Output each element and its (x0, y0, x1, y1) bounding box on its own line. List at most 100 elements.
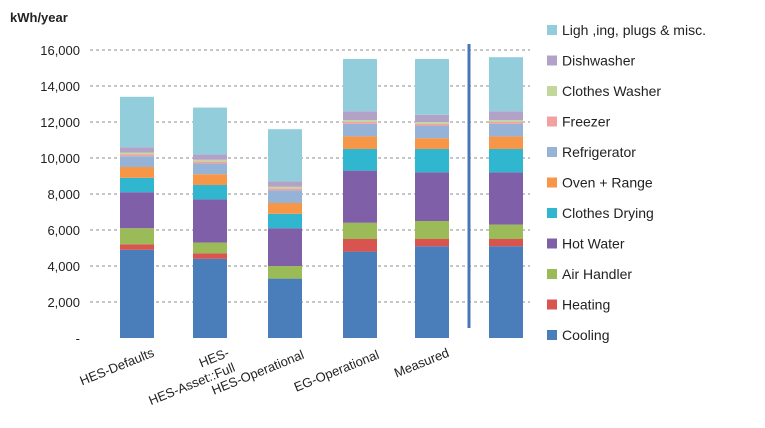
y-tick-labels: - 2,000 4,000 6,000 8,000 10,000 12,000 14,000 1… (40, 43, 80, 346)
bar-segment (193, 242, 227, 254)
bar-segment (120, 177, 154, 193)
bar-segment (120, 154, 154, 157)
bar-segment (489, 57, 523, 112)
legend-swatch (547, 238, 557, 249)
bar-segment (415, 123, 449, 126)
bar-segment (268, 181, 302, 187)
bar-segment (120, 152, 154, 155)
bar-segment (415, 125, 449, 139)
bar-segment (343, 111, 377, 121)
bar-segment (268, 190, 302, 203)
y-tick-label: - (76, 331, 80, 346)
bar-segment (120, 249, 154, 338)
legend: Ligh ,ing, plugs & misc. Dishwasher Clothe… (547, 22, 706, 343)
bar-segment (268, 186, 302, 189)
category-label-line: HES-Defaults (77, 345, 156, 389)
bar-segment (415, 149, 449, 173)
category-label-line: Measured (392, 345, 451, 381)
bar-segment (343, 120, 377, 122)
bar-segment (343, 170, 377, 223)
bar-segment (489, 224, 523, 239)
legend-label: Ligh ,ing, plugs & misc. (562, 22, 706, 38)
bar-segment (343, 59, 377, 112)
bar-segment (343, 122, 377, 124)
x-category-labels: HES-Defaults HES-HES-Asset::FullHES-Opera… (77, 345, 451, 408)
bar-segment (193, 107, 227, 155)
bar-segment (489, 120, 523, 122)
y-tick-label: 2,000 (47, 295, 80, 310)
bar-segment (489, 111, 523, 121)
x-category-label: EG-Operational (292, 347, 381, 395)
gridlines (90, 49, 530, 303)
bar-segment (343, 222, 377, 239)
bar-segment (193, 253, 227, 259)
legend-swatch (547, 55, 557, 66)
bar-segment (489, 149, 523, 173)
bar-segment (268, 203, 302, 214)
bar-segment (268, 266, 302, 279)
legend-swatch (547, 177, 557, 188)
bar-segment (193, 199, 227, 243)
bar-segment (489, 246, 523, 338)
y-axis-label: kWh/year (10, 10, 68, 25)
y-tick-label: 16,000 (40, 43, 80, 58)
bars (120, 57, 523, 338)
bar-segment (193, 258, 227, 338)
legend-swatch (547, 25, 557, 35)
bar-segment (415, 246, 449, 338)
bar-segment (415, 59, 449, 115)
legend-label: Clothes Drying (562, 205, 654, 221)
bar-segment (120, 96, 154, 148)
bar-segment (120, 147, 154, 153)
bar-segment (268, 278, 302, 338)
legend-label: Refrigerator (562, 144, 636, 160)
bar-segment (343, 239, 377, 252)
legend-label: Clothes Washer (562, 83, 661, 99)
bar-segment (343, 251, 377, 338)
bar-segment (193, 161, 227, 164)
legend-label: Heating (562, 297, 610, 313)
bar-segment (415, 172, 449, 221)
bar-segment (489, 239, 523, 247)
category-label-line: EG-Operational (292, 347, 381, 395)
y-tick-label: 14,000 (40, 79, 80, 94)
bar-segment (193, 185, 227, 200)
bar-segment (268, 188, 302, 191)
legend-swatch (547, 299, 557, 310)
y-tick-label: 4,000 (47, 259, 80, 274)
bar-segment (415, 114, 449, 122)
x-category-label: HES-Defaults (77, 345, 156, 389)
bar-segment (193, 174, 227, 185)
y-tick-label: 10,000 (40, 151, 80, 166)
legend-label: Hot Water (562, 236, 625, 252)
y-tick-label: 6,000 (47, 223, 80, 238)
legend-label: Air Handler (562, 266, 632, 282)
legend-swatch (547, 269, 557, 279)
legend-swatch (547, 208, 557, 218)
bar-segment (120, 167, 154, 178)
x-category-label: HES-HES-Asset::Full (146, 345, 237, 408)
bar-segment (268, 129, 302, 182)
bar-segment (489, 123, 523, 137)
bar-segment (343, 123, 377, 137)
legend-swatch (547, 330, 557, 340)
bar-segment (193, 163, 227, 175)
y-tick-label: 8,000 (47, 187, 80, 202)
legend-label: Freezer (562, 114, 611, 130)
bar-segment (193, 154, 227, 160)
legend-swatch (547, 116, 557, 127)
bar-segment (193, 159, 227, 162)
bar-segment (120, 244, 154, 250)
bar-segment (415, 221, 449, 239)
y-tick-label: 12,000 (40, 115, 80, 130)
bar-segment (415, 122, 449, 124)
bar-segment (268, 213, 302, 229)
legend-swatch (547, 86, 557, 96)
bar-segment (489, 122, 523, 124)
x-category-label: Measured (392, 345, 451, 381)
bar-segment (415, 239, 449, 247)
bar-segment (120, 192, 154, 229)
bar-segment (415, 138, 449, 149)
bar-segment (120, 156, 154, 167)
